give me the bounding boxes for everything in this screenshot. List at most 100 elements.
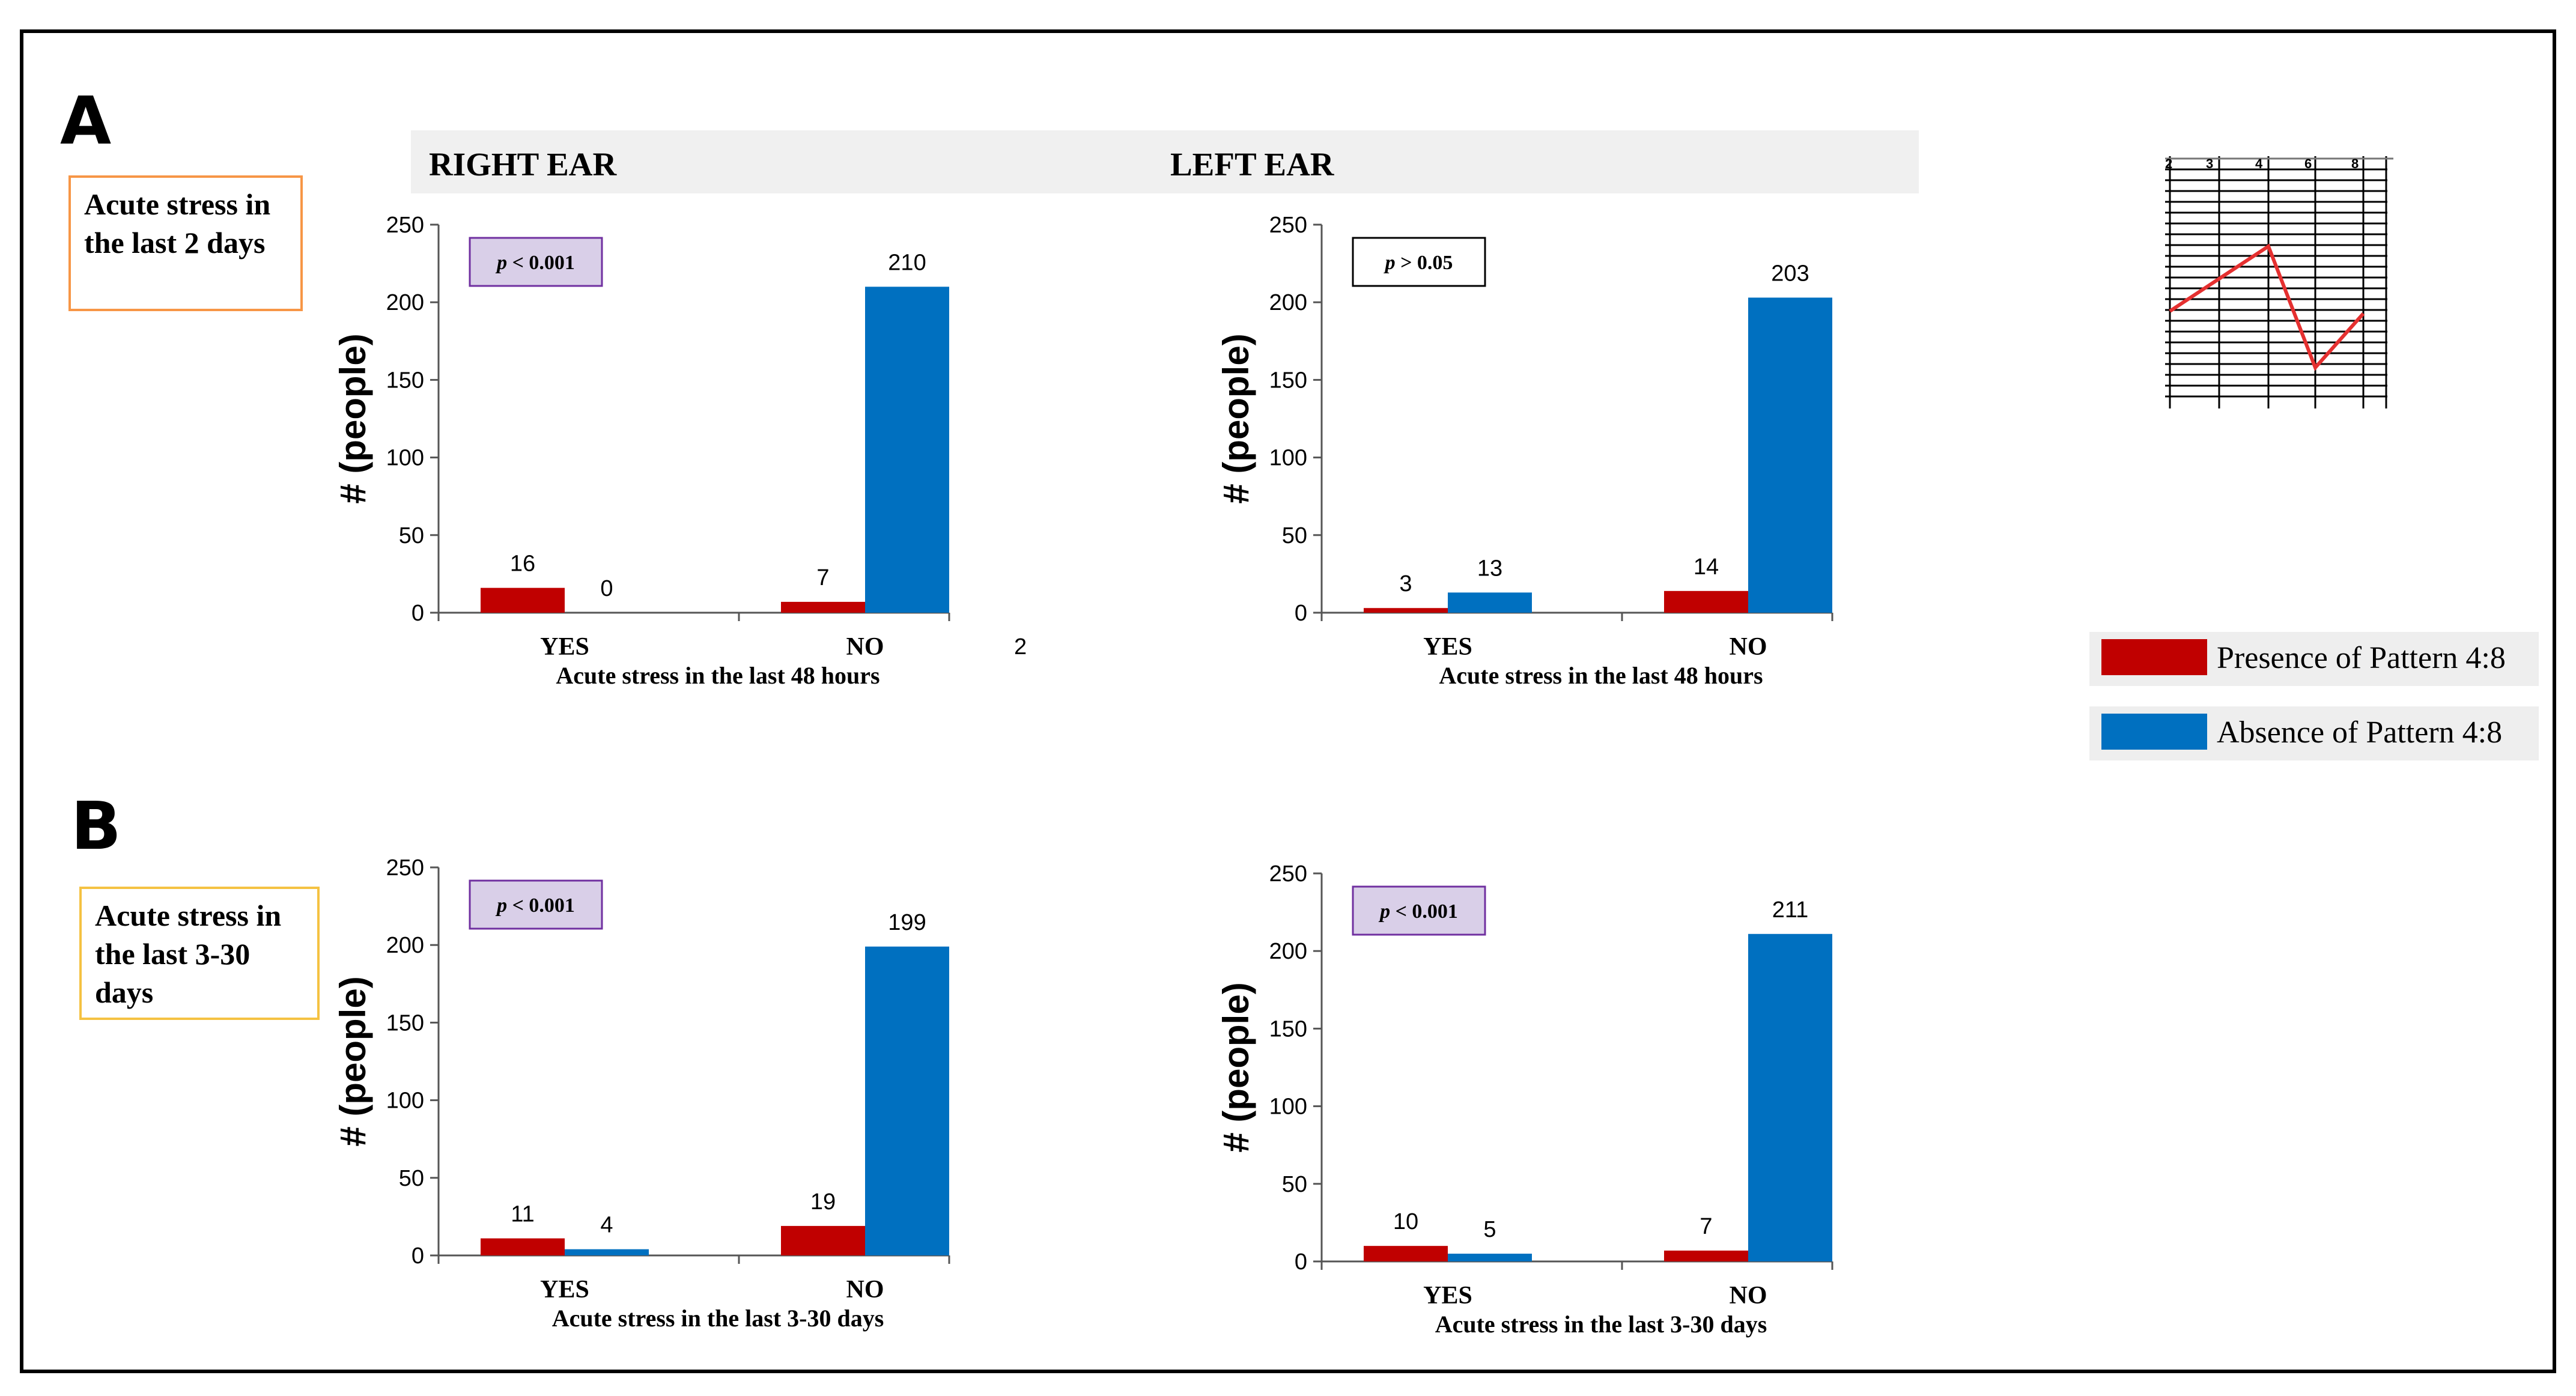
y-tick-label: 100 (1269, 446, 1307, 471)
bar-presence-yes (1364, 608, 1448, 613)
x-category-label: YES (540, 633, 589, 661)
y-tick-label: 150 (1269, 368, 1307, 393)
y-tick-label: 50 (1282, 523, 1307, 548)
data-label: 16 (510, 551, 535, 577)
data-label: 211 (1772, 897, 1809, 923)
bar-presence-no (1664, 1250, 1748, 1261)
x-category-label: YES (540, 1276, 589, 1303)
y-tick-label: 50 (399, 1166, 424, 1191)
panel-letter-a: A (60, 82, 112, 159)
bar-presence-yes (481, 1238, 565, 1255)
legend-presence: Presence of Pattern 4:8 (2089, 632, 2539, 686)
condition-box-b: Acute stress in the last 3-30 days (79, 887, 320, 1020)
audiogram-freq-label: 8 (2351, 156, 2359, 171)
y-tick-label: 250 (1269, 861, 1307, 887)
bar-absence-no (865, 946, 949, 1255)
ear-header-band (411, 130, 1919, 193)
y-tick-label: 250 (1269, 213, 1307, 238)
bar-presence-no (781, 601, 865, 613)
panel-letter-b: B (71, 788, 121, 864)
y-tick-label: 250 (386, 855, 424, 881)
data-label: 11 (511, 1202, 534, 1227)
x-axis-label: Acute stress in the last 3-30 days (552, 1305, 884, 1332)
p-value-label: p < 0.001 (1378, 900, 1458, 923)
bar-absence-yes (1448, 1254, 1532, 1261)
data-label: 199 (888, 910, 926, 935)
data-label: 13 (1477, 556, 1502, 581)
bar-absence-yes (1448, 592, 1532, 613)
legend-label-presence: Presence of Pattern 4:8 (2217, 641, 2506, 675)
y-tick-label: 0 (412, 601, 424, 626)
y-axis-label: # (people) (333, 333, 373, 503)
stray-label: 2 (1014, 634, 1027, 660)
y-tick-label: 0 (1295, 1249, 1307, 1275)
y-tick-label: 200 (1269, 290, 1307, 315)
legend-swatch-presence (2101, 639, 2207, 675)
x-axis-label: Acute stress in the last 48 hours (1439, 662, 1763, 689)
data-label: 7 (816, 565, 829, 590)
y-tick-label: 100 (386, 446, 424, 471)
audiogram-thumbnail: 2 3 4 6 8 (2165, 156, 2393, 408)
bar-absence-no (1748, 297, 1832, 613)
data-label: 3 (1399, 571, 1412, 596)
y-tick-label: 0 (1295, 601, 1307, 626)
bar-absence-no (865, 287, 949, 613)
p-value-box (469, 879, 603, 930)
data-label: 7 (1700, 1214, 1712, 1239)
p-value-label: p > 0.05 (1384, 252, 1453, 274)
data-label: 210 (888, 250, 926, 275)
x-axis-label: Acute stress in the last 3-30 days (1435, 1311, 1767, 1338)
condition-box-a: Acute stress in the last 2 days (68, 175, 303, 311)
bar-presence-no (781, 1225, 865, 1255)
bar-presence-yes (1364, 1246, 1448, 1261)
x-axis-label: Acute stress in the last 48 hours (556, 662, 879, 689)
bar-presence-yes (481, 587, 565, 613)
y-tick-label: 100 (1269, 1094, 1307, 1120)
bar-absence-no (1748, 933, 1832, 1261)
bar-presence-no (1664, 590, 1748, 613)
legend-label-absence: Absence of Pattern 4:8 (2217, 715, 2503, 750)
x-category-label: YES (1423, 633, 1472, 661)
p-value-box (469, 237, 603, 287)
y-tick-label: 200 (386, 933, 424, 958)
data-label: 0 (600, 576, 613, 601)
y-tick-label: 200 (1269, 939, 1307, 964)
figure-frame (20, 29, 2556, 1373)
data-label: 14 (1694, 554, 1719, 580)
x-category-label: NO (846, 1276, 884, 1303)
y-axis-label: # (people) (333, 976, 373, 1146)
p-value-label: p < 0.001 (495, 894, 575, 917)
y-tick-label: 100 (386, 1088, 424, 1114)
y-tick-label: 250 (386, 213, 424, 238)
data-label: 203 (1771, 261, 1809, 286)
data-label: 5 (1483, 1217, 1496, 1242)
x-category-label: NO (1730, 1282, 1767, 1310)
audiogram-freq-label: 3 (2206, 156, 2213, 171)
audiogram-freq-label: 4 (2255, 156, 2263, 171)
data-label: 10 (1393, 1209, 1418, 1234)
y-tick-label: 200 (386, 290, 424, 315)
x-category-label: NO (846, 633, 884, 661)
y-tick-label: 150 (386, 368, 424, 393)
legend-swatch-absence (2101, 714, 2207, 750)
y-axis-label: # (people) (1216, 333, 1256, 503)
left-ear-title: LEFT EAR (1170, 146, 1334, 183)
audiogram-freq-label: 6 (2304, 156, 2312, 171)
p-value-label: p < 0.001 (495, 252, 575, 274)
audiogram-curve (2169, 243, 2365, 371)
p-value-box (1352, 885, 1486, 936)
p-value-box (1352, 237, 1486, 287)
bar-absence-yes (565, 1249, 649, 1255)
x-category-label: NO (1730, 633, 1767, 661)
y-tick-label: 50 (1282, 1172, 1307, 1197)
y-tick-label: 150 (1269, 1016, 1307, 1042)
x-category-label: YES (1423, 1282, 1472, 1310)
right-ear-title: RIGHT EAR (429, 146, 617, 183)
audiogram-freq-label: 2 (2165, 156, 2172, 171)
y-tick-label: 50 (399, 523, 424, 548)
y-tick-label: 150 (386, 1010, 424, 1036)
